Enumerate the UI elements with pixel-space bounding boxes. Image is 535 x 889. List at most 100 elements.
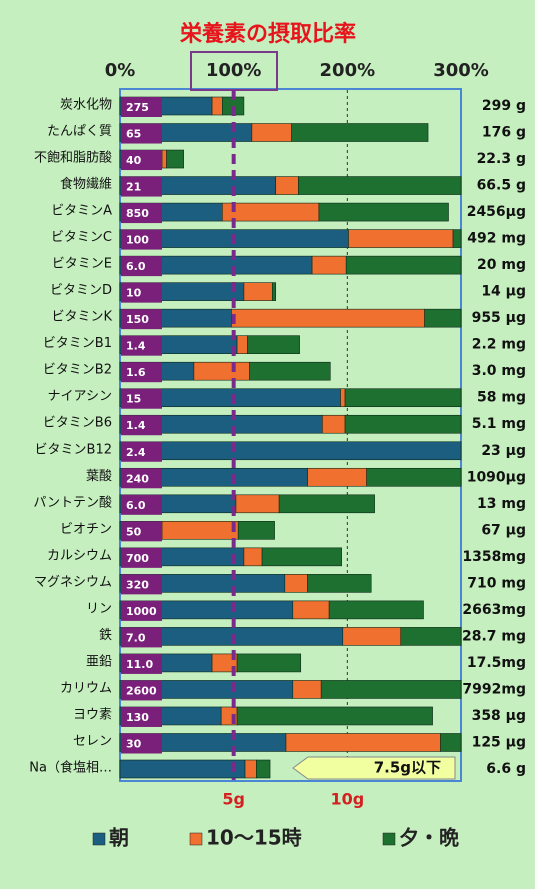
standard-box [121, 229, 162, 250]
bar-segment [344, 414, 462, 434]
bar-segment [424, 308, 462, 328]
standard-box [121, 415, 162, 436]
category-label: Na（食塩相… [29, 760, 112, 776]
standard-box [121, 441, 162, 462]
x2-tick-label: 5g [222, 790, 245, 809]
standard-box [121, 282, 162, 303]
bar-segment [278, 494, 375, 514]
bar-segment [235, 494, 280, 514]
legend-swatch [92, 832, 106, 846]
amount-label: 66.5 g [477, 178, 526, 194]
category-label: ナイアシン [48, 389, 112, 404]
category-label: リン [86, 601, 112, 616]
amount-label: 14 μg [481, 284, 526, 300]
bar-segment [366, 467, 462, 487]
amount-label: 17.5mg [467, 655, 526, 671]
standard-label: 65 [126, 128, 141, 141]
bar-segment [237, 521, 275, 540]
bar-segment [328, 600, 424, 620]
category-label: 食物繊維 [60, 176, 112, 192]
standard-label: 100 [126, 234, 149, 247]
category-label: マグネシウム [34, 575, 112, 590]
bar-segment [236, 706, 433, 726]
amount-label: 125 μg [472, 734, 526, 750]
amount-label: 28.7 mg [462, 628, 526, 644]
standard-label: 10 [126, 287, 142, 300]
bar-segment [284, 574, 308, 593]
category-label: ヨウ素 [73, 707, 112, 722]
amount-label: 13 mg [477, 496, 526, 512]
standard-label: 320 [126, 578, 149, 591]
bar-segment [292, 600, 330, 620]
bar-segment [236, 335, 248, 354]
annotation-arrow [292, 756, 456, 780]
amount-label: 2663mg [462, 602, 526, 618]
standard-label: 6.0 [126, 499, 146, 512]
bar-segment [285, 733, 441, 752]
plot-border [119, 88, 462, 782]
standard-label: 40 [126, 154, 142, 167]
standard-box [121, 653, 162, 674]
standard-label: 1000 [126, 605, 157, 618]
standard-label: 2600 [126, 684, 157, 697]
category-label: ビタミンD [50, 283, 112, 298]
standard-label: 11.0 [126, 658, 153, 671]
standard-box [121, 256, 162, 277]
bar-segment [291, 123, 429, 142]
category-label: ビタミンA [51, 204, 112, 219]
bar-segment [298, 176, 462, 195]
standard-label: 7.0 [126, 631, 146, 644]
standard-box [121, 494, 162, 515]
x2-tick-label: 10g [330, 790, 364, 809]
amount-label: 2456μg [467, 204, 526, 220]
amount-label: 58 mg [477, 390, 526, 406]
category-label: 鉄 [99, 628, 112, 643]
amount-label: 20 mg [477, 257, 526, 273]
bar-segment [247, 335, 300, 354]
category-label: 不飽和脂肪酸 [34, 150, 112, 166]
amount-label: 6.6 g [486, 761, 526, 777]
amount-label: 7992mg [462, 681, 526, 697]
bar-segment [322, 414, 346, 434]
legend-label: 10～15時 [206, 826, 302, 850]
bar-segment [244, 759, 257, 779]
category-label: 亜鉛 [86, 654, 112, 669]
amount-label: 176 g [482, 125, 526, 141]
category-label: 炭水化物 [60, 98, 112, 113]
amount-label: 955 μg [472, 310, 526, 326]
bar-segment [320, 680, 462, 699]
category-label: 葉酸 [86, 469, 112, 484]
amount-label: 710 mg [467, 575, 526, 591]
bar-segment [251, 123, 292, 142]
amount-label: 3.0 mg [472, 363, 526, 379]
standard-box [121, 706, 162, 727]
bar-segment [193, 361, 250, 381]
bar-segment [275, 176, 299, 195]
bar-segment [249, 361, 331, 381]
bar-segment [119, 759, 246, 779]
bar-segment [311, 255, 347, 275]
amount-label: 492 mg [467, 231, 526, 247]
standard-label: 150 [126, 313, 149, 326]
standard-box [121, 627, 162, 648]
amount-label: 5.1 mg [472, 416, 526, 432]
category-label: ビタミンB12 [35, 442, 112, 457]
legend-label: 夕・晩 [399, 826, 459, 850]
standard-box [121, 150, 162, 171]
standard-label: 1.4 [126, 419, 146, 432]
bar-segment [161, 521, 239, 540]
category-label: ビタミンC [51, 230, 112, 245]
standard-box [121, 176, 162, 197]
x-tick-label: 0% [105, 60, 136, 81]
standard-label: 130 [126, 711, 149, 724]
standard-box [121, 362, 162, 383]
category-label: ビタミンE [52, 257, 112, 272]
category-label: たんぱく質 [47, 124, 112, 139]
annotation: 7.5g以下 [374, 759, 441, 777]
standard-label: 50 [126, 525, 142, 538]
standard-box [121, 335, 162, 356]
amount-label: 1358mg [462, 549, 526, 565]
bar-segment [340, 388, 346, 408]
standard-box [121, 547, 162, 568]
